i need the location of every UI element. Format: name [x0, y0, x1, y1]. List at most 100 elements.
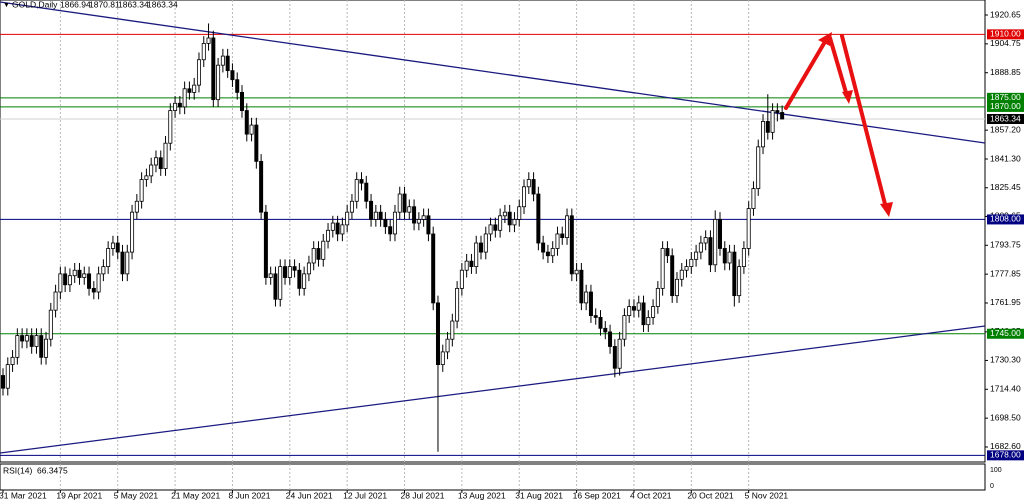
candle-body	[440, 351, 445, 366]
y-tick-label: 1825.45	[990, 182, 1021, 192]
candle-body	[383, 219, 388, 228]
x-tick-label: 31 Mar 2021	[0, 490, 47, 500]
candle-body	[560, 233, 565, 238]
y-tick-label: 1730.30	[990, 355, 1021, 365]
candle-body	[268, 273, 273, 278]
candle-body	[378, 211, 383, 220]
rsi-tick-label: 0	[990, 483, 994, 490]
candles	[0, 23, 785, 452]
candle-body	[426, 215, 431, 235]
candle-body	[63, 273, 68, 286]
level-label-bg	[987, 92, 1024, 103]
y-tick-label: 1841.30	[990, 153, 1021, 163]
candle-body	[770, 110, 775, 133]
arrow-head	[818, 32, 832, 46]
candle-body	[522, 186, 527, 208]
x-tick-label: 31 Aug 2021	[515, 490, 563, 500]
candle-body	[273, 273, 278, 300]
candle-body	[646, 317, 651, 326]
candle-body	[110, 242, 115, 249]
candle-body	[34, 335, 39, 347]
rsi-frame	[0, 463, 986, 491]
x-tick-label: 24 Jun 2021	[286, 490, 333, 500]
candle-body	[483, 233, 488, 253]
candle-body	[751, 188, 756, 209]
candle-body	[459, 269, 464, 289]
x-tick-label: 21 May 2021	[171, 490, 220, 500]
header-open: 1866.94	[60, 0, 91, 9]
level-label-bg	[987, 101, 1024, 112]
candle-body	[125, 251, 130, 275]
candle-body	[206, 37, 211, 44]
x-tick-label: 4 Oct 2021	[630, 490, 672, 500]
candle-body	[106, 248, 111, 268]
level-label: 1808.00	[990, 214, 1021, 224]
candle-body	[278, 266, 283, 300]
level-label-bg	[987, 328, 1024, 339]
y-tick-label: 1698.50	[990, 412, 1021, 422]
candle-body	[211, 37, 216, 101]
candle-body	[450, 320, 455, 340]
candle-body	[283, 266, 288, 278]
candle-body	[761, 121, 766, 148]
arrow-head	[842, 90, 853, 104]
candle-body	[464, 260, 469, 271]
candle-body	[713, 219, 718, 266]
candle-body	[369, 200, 374, 220]
candle-body	[201, 43, 206, 61]
candle-body	[287, 266, 292, 278]
candle-body	[306, 262, 311, 275]
candle-body	[569, 215, 574, 275]
candle-body	[354, 179, 359, 202]
candle-body	[163, 142, 168, 170]
candle-body	[708, 237, 713, 266]
candle-body	[53, 291, 58, 311]
candle-body	[598, 317, 603, 329]
level-label-bg	[987, 29, 1024, 40]
candle-body	[115, 242, 120, 253]
candle-body	[149, 164, 154, 177]
candle-body	[0, 375, 6, 389]
y-tick-label: 1857.20	[990, 124, 1021, 134]
arrow	[784, 38, 828, 110]
candle-body	[373, 211, 378, 220]
candle-body	[536, 193, 541, 244]
candle-body	[326, 229, 331, 242]
rsi-value: 66.3475	[37, 465, 68, 475]
candle-body	[684, 266, 689, 271]
candle-body	[565, 215, 570, 238]
candle-body	[622, 315, 627, 340]
candle-body	[722, 248, 727, 264]
candle-body	[388, 226, 393, 235]
x-tick-label: 5 May 2021	[114, 490, 159, 500]
candle-body	[158, 157, 163, 170]
candle-body	[517, 206, 522, 220]
y-tick-label: 1793.75	[990, 240, 1021, 250]
candle-body	[636, 302, 641, 311]
candle-body	[574, 269, 579, 275]
arrow	[828, 36, 849, 98]
candle-body	[120, 251, 125, 275]
candle-body	[445, 338, 450, 353]
candle-body	[545, 251, 550, 257]
candle-body	[584, 291, 589, 304]
candle-body	[651, 306, 656, 318]
candle-body	[727, 251, 732, 264]
rsi-name: RSI(14)	[3, 465, 32, 475]
level-label-bg	[987, 450, 1024, 461]
candle-body	[416, 219, 421, 224]
candle-body	[698, 242, 703, 253]
candle-body	[5, 364, 10, 389]
candle-body	[220, 55, 225, 66]
y-tick-label: 1777.85	[990, 268, 1021, 278]
candle-body	[321, 240, 326, 260]
candle-body	[780, 112, 785, 120]
header-high: 1870.81	[89, 0, 120, 9]
candle-body	[407, 206, 412, 213]
arrow	[840, 34, 888, 210]
candle-body	[746, 208, 751, 249]
levels	[0, 33, 985, 456]
x-tick-label: 8 Jun 2021	[228, 490, 270, 500]
candle-body	[412, 206, 417, 224]
